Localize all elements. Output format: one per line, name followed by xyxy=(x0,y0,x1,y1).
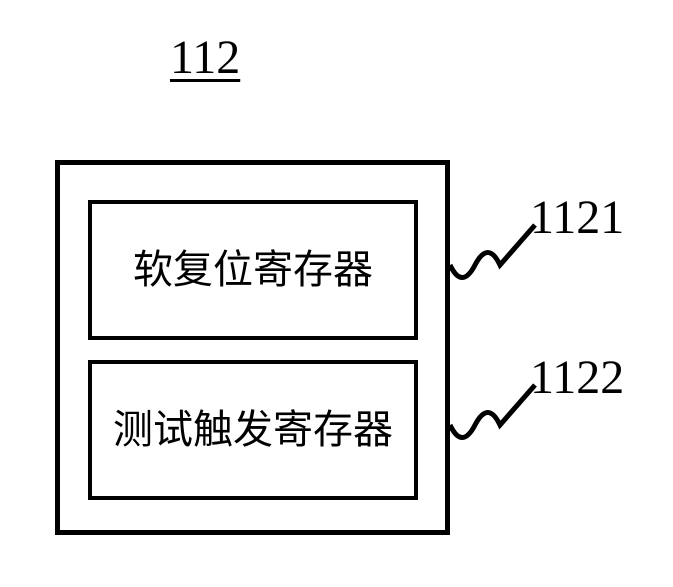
register-box-2: 测试触发寄存器 xyxy=(88,360,418,500)
outer-container: 软复位寄存器 测试触发寄存器 xyxy=(55,160,450,535)
connector-2 xyxy=(450,355,540,460)
register-box-2-label: 测试触发寄存器 xyxy=(113,403,393,457)
register-box-1: 软复位寄存器 xyxy=(88,200,418,340)
diagram-title: 112 xyxy=(170,30,240,85)
connector-1 xyxy=(450,195,540,300)
reference-label-2: 1122 xyxy=(530,350,624,405)
register-box-1-label: 软复位寄存器 xyxy=(133,243,373,297)
reference-label-1: 1121 xyxy=(530,190,624,245)
